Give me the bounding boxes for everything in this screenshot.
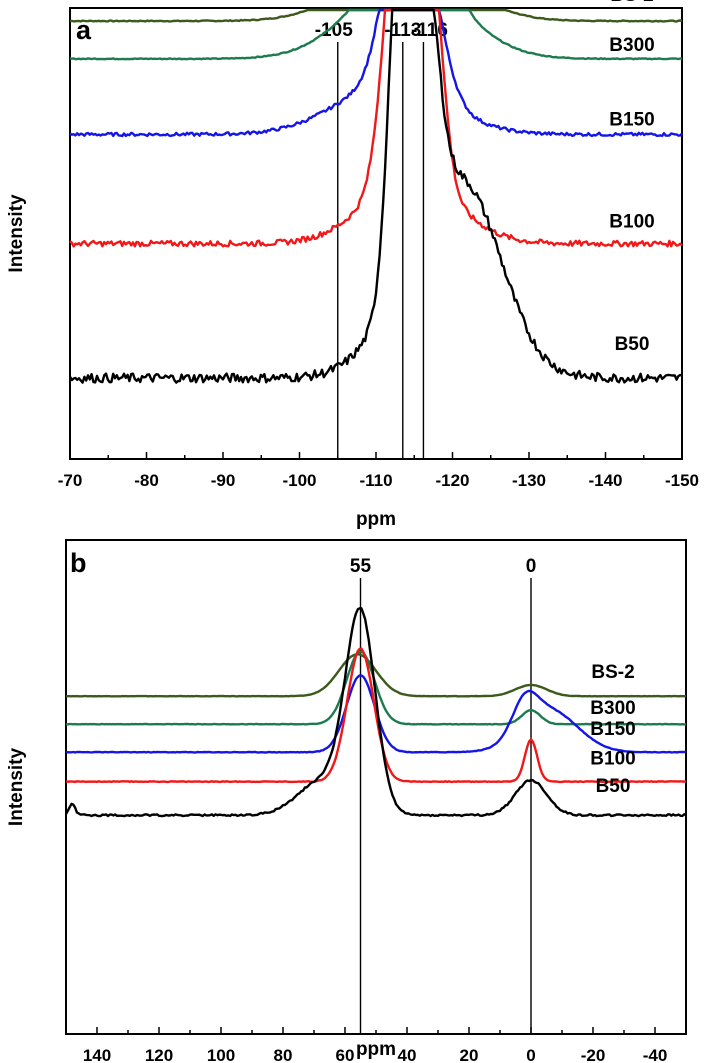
panel-b: 140 120 100 80 60 40 20 0 -20 -40 ppm Intensity b 55 0… [6, 539, 687, 1063]
reference-line-label: -116 [411, 20, 448, 41]
reference-line-label: -105 [315, 20, 353, 41]
series-line-b300 [66, 650, 687, 726]
series-line-b100 [69, 8, 683, 248]
series-label: B150 [590, 719, 635, 740]
series-label: B100 [609, 212, 654, 233]
y-axis-label: Intensity [6, 748, 27, 827]
reference-line-label: 0 [526, 556, 537, 577]
x-tick-label: -150 [665, 471, 699, 490]
x-tick-label: 140 [83, 1046, 111, 1063]
x-tick-label: 120 [145, 1046, 173, 1063]
x-axis-label: ppm [356, 509, 396, 530]
x-tick-label: -120 [435, 471, 469, 490]
plot-frame [69, 7, 683, 460]
series-line-b150 [69, 8, 683, 138]
series-label: B300 [590, 698, 635, 719]
plot-frame [65, 539, 687, 1035]
series-label: B50 [615, 334, 650, 355]
series-label: B50 [596, 776, 631, 797]
series-line-b50 [68, 8, 683, 384]
series-line-bs-2 [65, 653, 687, 698]
series-line-b50 [64, 607, 687, 818]
x-tick-label: -100 [282, 471, 316, 490]
x-tick-label: 40 [398, 1046, 417, 1063]
series-label: BS-2 [610, 0, 653, 6]
x-tick-label: -110 [359, 471, 392, 490]
reference-line-label: 55 [350, 556, 372, 577]
series-label: B150 [609, 109, 654, 130]
series-line-b100 [65, 647, 687, 784]
x-tick-label: -20 [581, 1046, 606, 1063]
x-tick-label: 80 [274, 1046, 293, 1063]
x-tick-label: -40 [643, 1046, 668, 1063]
x-tick-label: -140 [588, 471, 622, 490]
x-tick-label: -80 [134, 471, 159, 490]
series-label: BS-2 [591, 662, 634, 683]
x-tick-label: 20 [460, 1046, 479, 1063]
panel-letter: a [76, 15, 92, 45]
x-tick-label: 60 [336, 1046, 355, 1063]
reference-line-label: -113 [384, 20, 421, 41]
x-tick-label: 100 [207, 1046, 235, 1063]
x-tick-label: -90 [211, 471, 236, 490]
x-axis-label: ppm [356, 1039, 396, 1060]
panel-letter: b [70, 548, 87, 578]
x-tick-label: -70 [58, 471, 83, 490]
x-tick-label: -130 [512, 471, 546, 490]
series-label: B100 [590, 749, 635, 770]
x-tick-label: 0 [526, 1046, 535, 1063]
panel-a: -70 -80 -90 -100 -110 -120 -130 -140 -150 ppm Inte… [6, 0, 699, 530]
y-axis-label: Intensity [6, 194, 27, 273]
series-label: B300 [609, 35, 654, 56]
series-line-b300 [69, 8, 683, 61]
